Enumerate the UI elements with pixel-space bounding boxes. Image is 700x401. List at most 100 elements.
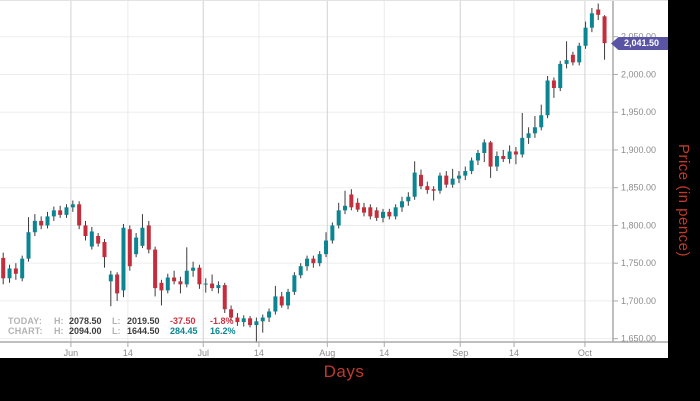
candle[interactable] <box>146 220 151 254</box>
candle[interactable] <box>1 252 6 285</box>
candle[interactable] <box>475 149 480 166</box>
candle[interactable] <box>229 305 234 321</box>
candle[interactable] <box>368 204 373 220</box>
candle[interactable] <box>469 157 474 175</box>
candle[interactable] <box>583 21 588 49</box>
candle[interactable] <box>507 145 512 164</box>
candle[interactable] <box>324 232 329 258</box>
candle-body-down <box>210 283 215 289</box>
candle[interactable] <box>501 149 506 163</box>
candle[interactable] <box>488 140 493 178</box>
candle[interactable] <box>127 225 132 271</box>
candle[interactable] <box>596 3 601 21</box>
candle[interactable] <box>260 314 265 333</box>
candle[interactable] <box>222 282 227 314</box>
candle[interactable] <box>191 261 196 277</box>
candle[interactable] <box>77 201 82 230</box>
candle[interactable] <box>526 127 531 144</box>
candle[interactable] <box>210 274 215 292</box>
candle[interactable] <box>311 255 316 268</box>
candle[interactable] <box>203 278 208 293</box>
candle[interactable] <box>362 202 367 217</box>
candle[interactable] <box>267 308 272 323</box>
candle[interactable] <box>355 198 360 212</box>
candle[interactable] <box>577 42 582 66</box>
candle[interactable] <box>51 206 56 221</box>
candle[interactable] <box>273 285 278 315</box>
candle[interactable] <box>418 169 423 190</box>
candle[interactable] <box>64 204 69 218</box>
candle[interactable] <box>13 263 18 280</box>
candle[interactable] <box>235 313 240 326</box>
candle[interactable] <box>89 226 94 250</box>
candle[interactable] <box>184 247 189 288</box>
candle[interactable] <box>412 161 417 200</box>
candle[interactable] <box>570 51 575 66</box>
candle[interactable] <box>45 211 50 229</box>
candle[interactable] <box>172 270 177 285</box>
candle[interactable] <box>564 41 569 69</box>
candle[interactable] <box>32 214 37 237</box>
candle[interactable] <box>292 272 297 295</box>
candle[interactable] <box>305 255 310 271</box>
candle[interactable] <box>26 217 31 262</box>
candle[interactable] <box>450 168 455 188</box>
candle[interactable] <box>545 75 550 119</box>
candle[interactable] <box>456 171 461 184</box>
candle[interactable] <box>153 246 158 297</box>
candle[interactable] <box>279 291 284 308</box>
candle[interactable] <box>406 192 411 206</box>
candle[interactable] <box>102 239 107 268</box>
candle[interactable] <box>178 276 183 294</box>
candle[interactable] <box>298 263 303 279</box>
candle[interactable] <box>165 273 170 294</box>
candle-body-down <box>551 80 556 89</box>
candle[interactable] <box>96 232 101 247</box>
candle[interactable] <box>425 181 430 194</box>
candle[interactable] <box>558 60 563 92</box>
candle[interactable] <box>343 190 348 215</box>
candle[interactable] <box>286 288 291 310</box>
candle[interactable] <box>602 15 607 60</box>
candle[interactable] <box>393 204 398 220</box>
candle[interactable] <box>140 214 145 249</box>
candle[interactable] <box>330 222 335 244</box>
candle[interactable] <box>399 196 404 212</box>
candle[interactable] <box>387 208 392 220</box>
candle[interactable] <box>437 172 442 194</box>
candle[interactable] <box>254 317 259 343</box>
candle[interactable] <box>159 279 164 306</box>
candle[interactable] <box>83 220 88 241</box>
candle[interactable] <box>520 112 525 158</box>
candle[interactable] <box>336 202 341 229</box>
candle[interactable] <box>482 139 487 163</box>
candle[interactable] <box>539 104 544 131</box>
candle[interactable] <box>248 316 253 328</box>
candle[interactable] <box>374 207 379 221</box>
candle[interactable] <box>494 151 499 172</box>
candle[interactable] <box>513 146 518 165</box>
candle[interactable] <box>317 251 322 267</box>
candle[interactable] <box>39 216 44 230</box>
candle-body-down <box>418 174 423 187</box>
candle[interactable] <box>349 189 354 211</box>
candle[interactable] <box>431 186 436 201</box>
candle[interactable] <box>115 272 120 301</box>
x-tick-label: 14 <box>254 348 264 358</box>
candle[interactable] <box>58 205 63 218</box>
candle[interactable] <box>241 315 246 327</box>
candle[interactable] <box>551 77 556 98</box>
candle[interactable] <box>216 281 221 294</box>
candle[interactable] <box>381 208 385 223</box>
candle[interactable] <box>108 270 113 307</box>
candle[interactable] <box>197 264 202 289</box>
candle[interactable] <box>134 232 139 258</box>
candle[interactable] <box>20 255 25 282</box>
candle[interactable] <box>589 8 594 33</box>
candle[interactable] <box>70 200 75 212</box>
candle[interactable] <box>121 223 126 298</box>
candle[interactable] <box>7 264 12 283</box>
candle[interactable] <box>532 115 537 138</box>
candle[interactable] <box>444 171 449 188</box>
candle[interactable] <box>463 166 468 181</box>
